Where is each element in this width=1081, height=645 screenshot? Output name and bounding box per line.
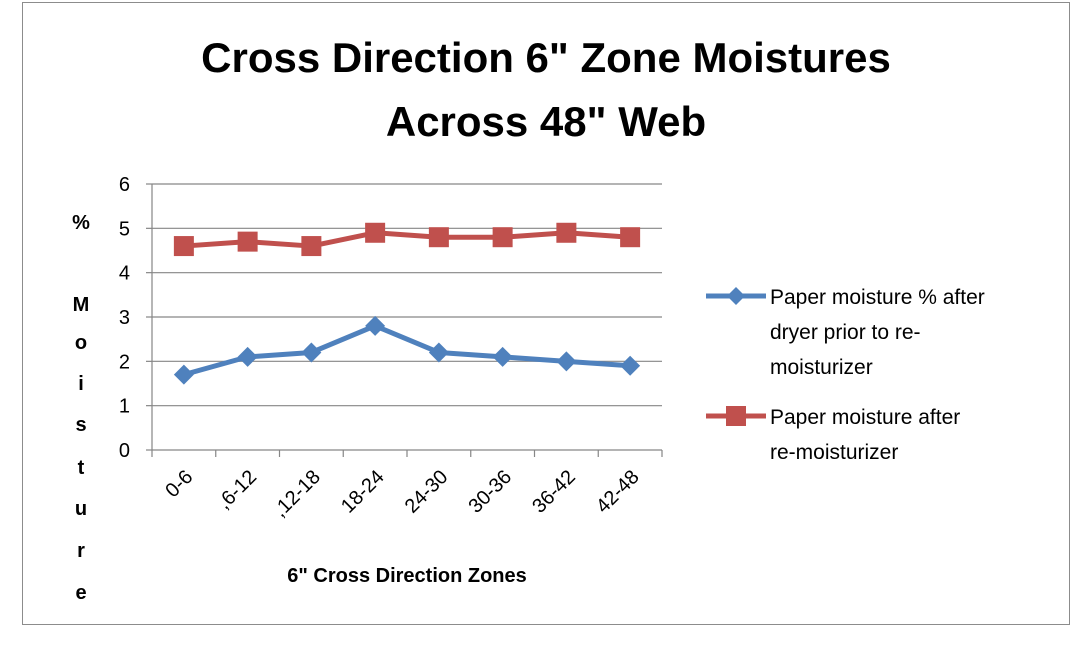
chart-title: Cross Direction 6" Zone Moistures Across… (201, 34, 891, 145)
data-point (301, 342, 322, 363)
series-line-1 (181, 323, 633, 378)
y-axis-title-char: i (78, 373, 84, 395)
chart-frame (22, 2, 1070, 625)
data-point (620, 227, 641, 248)
y-tick-label: 1 (119, 396, 130, 418)
legend-label: Paper moisture after (770, 406, 960, 429)
y-axis-title-char: u (75, 498, 87, 520)
y-axis-title: % Moisture (72, 212, 90, 604)
series (173, 222, 641, 385)
y-axis-title-char: r (77, 540, 85, 562)
x-tick-label: ,6-12 (213, 466, 261, 514)
data-point (492, 346, 513, 367)
legend-label: Paper moisture % after (770, 286, 985, 309)
legend-marker (726, 406, 746, 426)
legend-marker (727, 287, 745, 305)
y-tick-label: 6 (119, 174, 130, 196)
x-tick-label: 24-30 (401, 466, 453, 518)
data-point (365, 315, 386, 336)
x-tick-label: 30-36 (464, 466, 516, 518)
data-point (237, 346, 258, 367)
data-point (173, 364, 194, 385)
data-point (556, 351, 577, 372)
data-point (237, 231, 258, 252)
axes (146, 183, 663, 457)
y-axis-title-char: o (75, 332, 87, 354)
x-axis-title: 6" Cross Direction Zones (287, 565, 527, 587)
y-tick-label: 5 (119, 218, 130, 240)
data-point (428, 342, 449, 363)
y-tick-label: 2 (119, 351, 130, 373)
y-axis-title-char: t (78, 457, 85, 479)
y-axis-title-char: % (72, 212, 90, 234)
y-tick-label: 3 (119, 307, 130, 329)
x-tick-label: 18-24 (337, 466, 389, 518)
legend: Paper moisture % after dryer prior to re-… (706, 286, 985, 464)
x-axis-ticks: 0-6 ,6-12,12-18 18-24 24-30 30-36 36-42 42-48 (161, 466, 643, 522)
x-tick-label: 0-6 (161, 466, 197, 502)
gridlines (152, 183, 662, 407)
y-tick-label: 4 (119, 263, 130, 285)
chart-title-line-2: Across 48" Web (386, 98, 706, 145)
chart-title-line-1: Cross Direction 6" Zone Moistures (201, 34, 891, 81)
legend-label: re-moisturizer (770, 441, 898, 464)
data-point (492, 227, 513, 248)
legend-label: dryer prior to re- (770, 321, 921, 344)
data-point (556, 222, 577, 243)
y-axis-title-char: M (73, 294, 90, 316)
data-point (301, 236, 322, 257)
data-point (173, 236, 194, 257)
series-line-2 (181, 230, 633, 249)
data-point (428, 227, 449, 248)
y-tick-label: 0 (119, 440, 130, 462)
y-axis-title-char: s (75, 414, 86, 436)
data-point (620, 355, 641, 376)
y-axis-ticks: 0 1 2 3 4 5 6 (119, 174, 130, 462)
x-tick-label: 36-42 (528, 466, 580, 518)
data-point (365, 222, 386, 243)
x-tick-label: ,12-18 (269, 466, 325, 522)
y-axis-title-char: e (75, 582, 86, 604)
legend-label: moisturizer (770, 356, 873, 379)
x-tick-label: 42-48 (592, 466, 644, 518)
